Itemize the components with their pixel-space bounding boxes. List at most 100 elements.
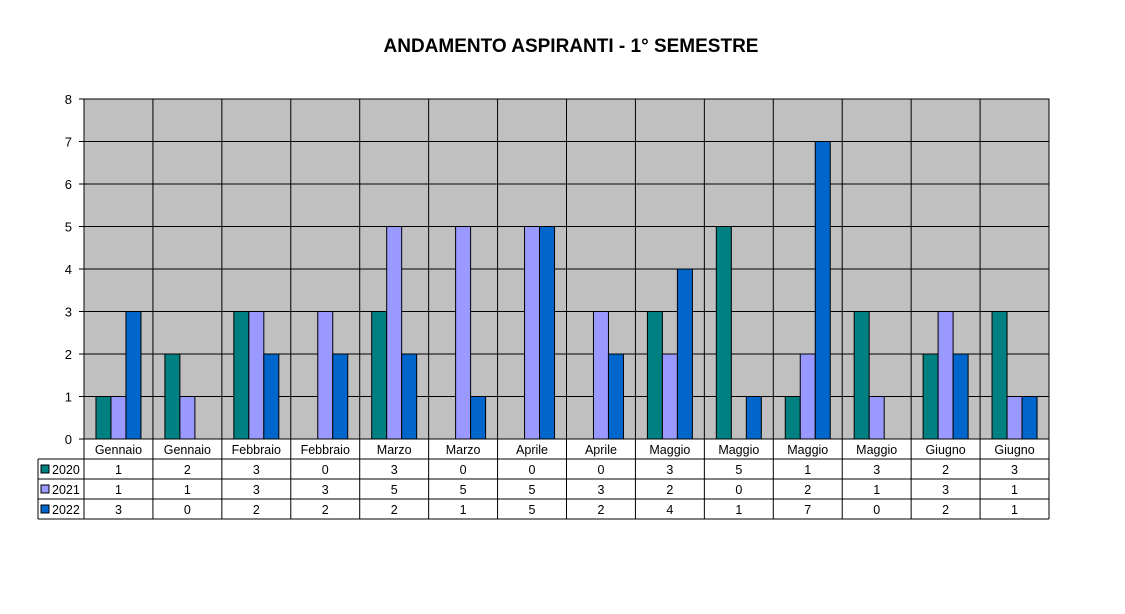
chart-title: ANDAMENTO ASPIRANTI - 1° SEMESTRE <box>384 36 759 57</box>
bar-2021 <box>661 353 678 440</box>
table-cell-2020: 3 <box>1011 463 1018 477</box>
legend-swatch-2021 <box>40 484 50 494</box>
x-tick-label: Maggio <box>718 443 759 457</box>
bar-2020 <box>233 311 250 440</box>
table-cell-2022: 0 <box>184 503 191 517</box>
bar-2020 <box>991 311 1008 440</box>
x-tick-label: Maggio <box>649 443 690 457</box>
table-cell-2020: 0 <box>529 463 536 477</box>
x-tick-label: Maggio <box>856 443 897 457</box>
data-table: Gennaio Gennaio Febbraio Febbraio Marzo Marzo… <box>37 439 1050 520</box>
y-tick-label: 2 <box>65 347 72 362</box>
table-cell-2021: 5 <box>391 483 398 497</box>
bar-2022 <box>1021 396 1038 440</box>
table-cell-2022: 1 <box>735 503 742 517</box>
bar-2021 <box>524 226 541 440</box>
table-cell-2021: 1 <box>873 483 880 497</box>
table-cell-2020: 0 <box>597 463 604 477</box>
bar-2022 <box>676 268 693 440</box>
bar-2021 <box>386 226 403 440</box>
bar-2022 <box>814 141 831 440</box>
table-cell-2022: 2 <box>597 503 604 517</box>
x-tick-label: Giugno <box>925 443 965 457</box>
bar-2021 <box>799 353 816 440</box>
table-cell-2022: 2 <box>322 503 329 517</box>
table-cell-2021: 5 <box>529 483 536 497</box>
bar-2020 <box>715 226 732 440</box>
y-tick-label: 5 <box>65 220 72 235</box>
bar-2022 <box>539 226 556 440</box>
bar-2020 <box>784 396 801 440</box>
bar-2021 <box>592 311 609 440</box>
table-cell-2021: 3 <box>942 483 949 497</box>
plot-area: 0 1 2 3 4 5 6 7 8 <box>65 92 1050 447</box>
table-cell-2021: 3 <box>253 483 260 497</box>
x-tick-label: Aprile <box>516 443 548 457</box>
legend-label-2020: 2020 <box>52 463 80 477</box>
table-cell-2020: 1 <box>115 463 122 477</box>
table-cell-2021: 2 <box>804 483 811 497</box>
table-cell-2021: 2 <box>666 483 673 497</box>
table-cell-2020: 3 <box>873 463 880 477</box>
x-tick-label: Maggio <box>787 443 828 457</box>
table-cell-2020: 2 <box>184 463 191 477</box>
bar-2020 <box>922 353 939 440</box>
table-cell-2022: 0 <box>873 503 880 517</box>
bar-2020 <box>371 311 388 440</box>
table-cell-2021: 1 <box>184 483 191 497</box>
table-cell-2021: 5 <box>460 483 467 497</box>
bar-2021 <box>455 226 472 440</box>
bar-2022 <box>125 311 142 440</box>
x-tick-label: Febbraio <box>301 443 350 457</box>
table-cell-2021: 3 <box>597 483 604 497</box>
bar-2021 <box>937 311 954 440</box>
table-cell-2022: 7 <box>804 503 811 517</box>
legend-swatch-2020 <box>40 464 50 474</box>
table-cell-2022: 1 <box>1011 503 1018 517</box>
bar-2021 <box>317 311 334 440</box>
x-tick-label: Giugno <box>994 443 1034 457</box>
table-cell-2020: 2 <box>942 463 949 477</box>
bar-2021 <box>868 396 885 440</box>
bar-2021 <box>1006 396 1023 440</box>
table-cell-2022: 2 <box>942 503 949 517</box>
bar-2021 <box>248 311 265 440</box>
table-cell-2022: 3 <box>115 503 122 517</box>
table-cell-2020: 3 <box>666 463 673 477</box>
table-cell-2020: 5 <box>735 463 742 477</box>
table-cell-2022: 5 <box>529 503 536 517</box>
bar-2022 <box>470 396 487 440</box>
y-tick-label: 7 <box>65 135 72 150</box>
table-cell-2022: 1 <box>460 503 467 517</box>
bar-2022 <box>607 353 624 440</box>
x-tick-label: Marzo <box>446 443 481 457</box>
bar-2022 <box>745 396 762 440</box>
bar-2022 <box>952 353 969 440</box>
y-tick-label: 1 <box>65 390 72 405</box>
bar-2022 <box>263 353 280 440</box>
table-cell-2021: 1 <box>1011 483 1018 497</box>
bar-2021 <box>110 396 127 440</box>
x-tick-label: Aprile <box>585 443 617 457</box>
table-cell-2020: 0 <box>322 463 329 477</box>
table-cell-2020: 0 <box>460 463 467 477</box>
x-tick-label: Marzo <box>377 443 412 457</box>
bar-2020 <box>164 353 181 440</box>
table-cell-2020: 1 <box>804 463 811 477</box>
x-tick-label: Gennaio <box>164 443 211 457</box>
table-cell-2022: 4 <box>666 503 673 517</box>
y-tick-label: 3 <box>65 305 72 320</box>
bar-2020 <box>95 396 112 440</box>
bar-2022 <box>332 353 349 440</box>
y-tick-label: 4 <box>65 262 72 277</box>
table-cell-2020: 3 <box>391 463 398 477</box>
legend-label-2021: 2021 <box>52 483 80 497</box>
x-tick-label: Febbraio <box>232 443 281 457</box>
y-tick-label: 8 <box>65 92 72 107</box>
table-cell-2021: 1 <box>115 483 122 497</box>
bar-2020 <box>853 311 870 440</box>
bar-2020 <box>646 311 663 440</box>
y-tick-label: 6 <box>65 177 72 192</box>
